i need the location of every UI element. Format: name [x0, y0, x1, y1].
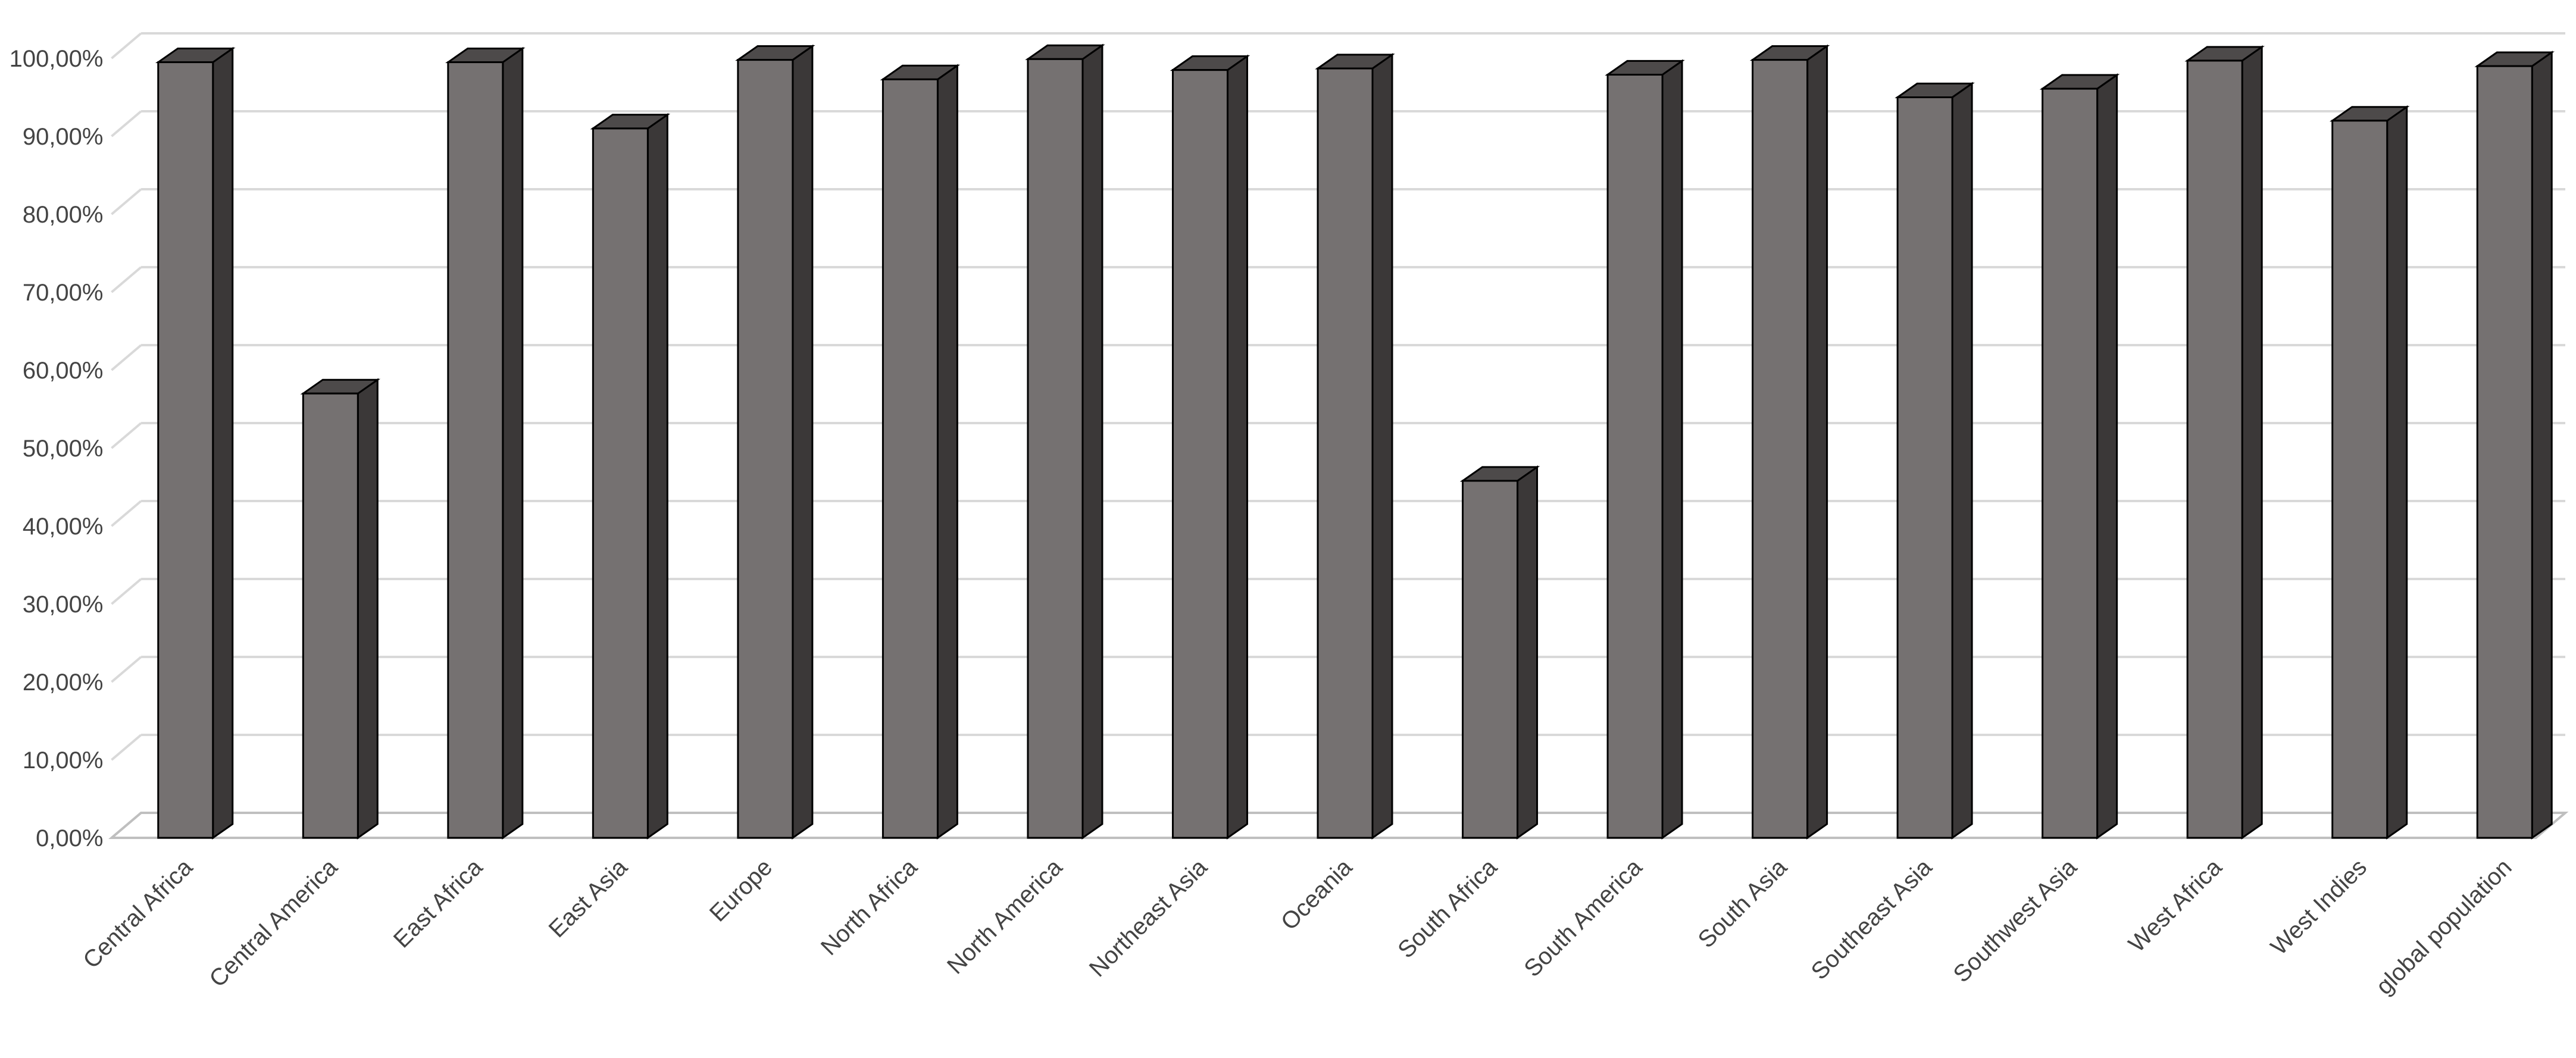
bar [2474, 51, 2555, 840]
bar [590, 112, 671, 840]
x-category-label: Central America [204, 854, 343, 993]
bar-side-face [936, 64, 958, 840]
x-category-label: Northeast Asia [1084, 854, 1213, 982]
bars [155, 43, 2555, 840]
x-category-label: Southeast Asia [1806, 854, 1937, 985]
bar [2184, 45, 2265, 840]
bar [1605, 59, 1685, 840]
y-tick-label: 20,00% [23, 669, 104, 696]
bar-front-face [447, 61, 504, 839]
y-tick-label: 90,00% [23, 124, 104, 150]
bar-side-face [646, 112, 668, 840]
y-tick-label: 100,00% [10, 46, 104, 72]
x-category-label: North Africa [816, 854, 923, 960]
bar-front-face [1317, 67, 1374, 839]
bar-side-face [792, 44, 814, 840]
bar-front-face [2186, 60, 2243, 839]
bar-front-face [302, 392, 359, 839]
y-tick-label: 0,00% [36, 825, 103, 852]
x-category-label: South Asia [1693, 854, 1793, 953]
x-category-label: Europe [705, 854, 777, 926]
y-tick-label: 40,00% [23, 514, 104, 540]
bar [1749, 44, 1830, 840]
bar-front-face [881, 78, 939, 839]
gridline-depth [111, 422, 142, 449]
gridline-depth [111, 110, 142, 137]
bar-front-face [1752, 59, 1809, 839]
bar-side-face [1806, 44, 1828, 840]
bar-side-face [2241, 45, 2263, 840]
gridline-depth [111, 500, 142, 527]
gridline-depth [111, 188, 142, 215]
y-axis-tick-labels: 0,00% 10,00% 20,00% 30,00% 40,00% 50,00% 60,00… [10, 46, 104, 852]
gridline-depth [111, 578, 142, 605]
y-tick-label: 50,00% [23, 436, 104, 462]
bar [1315, 53, 1395, 840]
bar-side-face [1661, 59, 1683, 840]
bar-side-face [1371, 53, 1393, 840]
bar [1459, 465, 1540, 840]
gridline-depth [111, 266, 142, 293]
bar-side-face [1517, 465, 1539, 840]
gridline-depth [111, 734, 142, 761]
gridline-depth [111, 656, 142, 683]
bar-front-face [2331, 120, 2389, 839]
bar-front-face [592, 127, 649, 839]
bar-side-face [2096, 73, 2118, 840]
x-category-label: global population [2371, 854, 2517, 1000]
bar-side-face [1951, 82, 1973, 840]
gridline-depth [111, 344, 142, 371]
bar-front-face [157, 61, 214, 839]
bar [155, 46, 236, 840]
bar [1895, 82, 1975, 840]
x-category-label: Southwest Asia [1949, 854, 2083, 988]
gridline-depth [111, 32, 142, 60]
bar [445, 46, 526, 840]
y-tick-label: 70,00% [23, 280, 104, 306]
x-category-label: Oceania [1276, 854, 1358, 935]
x-category-label: West Africa [2124, 854, 2227, 957]
bar-front-face [1171, 69, 1228, 839]
bar-side-face [212, 46, 234, 840]
bar-side-face [2531, 51, 2553, 840]
x-axis-category-labels: Central Africa Central America East Africa… [78, 854, 2516, 1000]
y-tick-label: 10,00% [23, 747, 104, 774]
x-category-label: North America [942, 854, 1068, 979]
x-category-label: Central Africa [78, 854, 198, 974]
chart-floor [108, 812, 2569, 839]
bar-side-face [2386, 105, 2408, 840]
x-category-label: East Asia [544, 854, 633, 943]
bar-front-face [737, 59, 794, 839]
bar-front-face [1027, 58, 1084, 839]
bar-front-face [2042, 87, 2099, 839]
bar-side-face [502, 46, 524, 840]
bar-side-face [357, 378, 379, 840]
y-tick-label: 30,00% [23, 591, 104, 618]
x-category-label: West Indies [2266, 854, 2372, 960]
bar-front-face [1462, 480, 1519, 839]
bar-front-face [1896, 96, 1953, 839]
y-tick-label: 60,00% [23, 358, 104, 384]
bar-front-face [2476, 65, 2533, 839]
x-category-label: South America [1519, 854, 1647, 982]
x-category-label: East Africa [389, 854, 488, 953]
x-category-label: South Africa [1393, 854, 1502, 963]
bar [2329, 105, 2410, 840]
bar-side-face [1226, 54, 1248, 840]
bar [1025, 43, 1105, 840]
bar-side-face [1081, 43, 1103, 840]
bar [2039, 73, 2120, 840]
bar [735, 44, 815, 840]
y-tick-label: 80,00% [23, 202, 104, 228]
bar-front-face [1606, 74, 1664, 839]
bar [300, 378, 381, 840]
bar [880, 64, 961, 840]
bar [1170, 54, 1251, 840]
